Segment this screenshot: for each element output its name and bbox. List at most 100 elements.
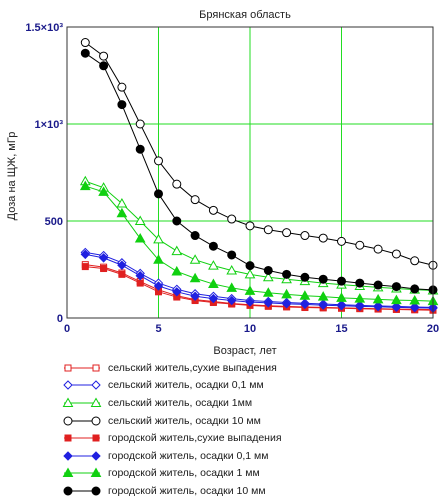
data-point (98, 186, 109, 196)
x-tick-label: 20 (427, 323, 439, 335)
data-point (410, 284, 420, 294)
data-point (135, 271, 145, 281)
data-point (318, 233, 328, 243)
legend-marker (90, 467, 102, 478)
y-tick-label: 500 (45, 216, 63, 228)
data-point (262, 271, 274, 282)
y-tick-label: 1.5×10³ (25, 22, 63, 34)
data-point (409, 295, 421, 305)
legend-marker (90, 397, 102, 407)
data-point (99, 51, 109, 61)
data-point (263, 225, 273, 235)
legend-label: городской житель, осадки 10 мм (108, 484, 266, 497)
legend-symbol (62, 397, 102, 407)
data-point (300, 299, 310, 310)
data-point (190, 195, 200, 205)
data-point (318, 300, 328, 310)
legend-item: городской житель, осадки 0,1 мм (60, 447, 440, 465)
y-axis-label: Доза на ЩЖ, мГр (6, 132, 18, 221)
data-point (81, 263, 89, 271)
data-point (118, 270, 126, 278)
data-point (317, 291, 329, 301)
chart: Брянская область 0 5 10 15 20 0 500 1×10³ 1.5×10… (6, 9, 439, 357)
data-point (355, 301, 365, 312)
legend-symbol (63, 451, 101, 461)
legend-marker (91, 486, 101, 496)
data-point (117, 100, 127, 110)
data-point (208, 278, 219, 289)
legend-marker (92, 434, 100, 442)
data-point (282, 228, 292, 238)
data-point (227, 250, 237, 260)
data-point (300, 231, 310, 241)
x-tick-label: 0 (64, 323, 70, 335)
data-point (355, 278, 365, 288)
legend-marker (91, 451, 101, 461)
data-point (226, 295, 237, 306)
series-group (79, 38, 439, 314)
legend-label: городской житель, осадки 0,1 мм (108, 449, 269, 462)
data-point (99, 61, 109, 71)
data-point (135, 119, 145, 129)
data-point (226, 282, 238, 292)
data-point (226, 264, 238, 275)
legend-symbol (62, 467, 102, 478)
legend-item: городской житель, осадки 1 мм (60, 465, 440, 483)
data-point (153, 281, 164, 291)
legend-item: сельский житель, осадки 0,1 мм (60, 377, 440, 395)
chart-title: Брянская область (199, 9, 291, 21)
data-point (227, 214, 237, 224)
legend-marker (64, 434, 72, 442)
legend-label: сельский житель, осадки 0,1 мм (108, 379, 264, 392)
legend-label: сельский житель,сухие выпадения (108, 361, 277, 374)
legend: сельский житель,сухие выпадения сельский … (60, 359, 440, 500)
data-point (172, 216, 182, 226)
data-point (409, 303, 420, 313)
x-axis-label: Возраст, лет (213, 345, 276, 357)
legend-marker (63, 486, 73, 496)
data-point (79, 180, 91, 191)
tick-labels: 0 5 10 15 20 0 500 1×10³ 1.5×10³ (25, 22, 439, 335)
data-point (245, 221, 255, 231)
data-point (80, 249, 91, 260)
data-point (98, 253, 109, 263)
data-point (136, 279, 144, 287)
legend-label: городской житель,сухие выпадения (108, 432, 282, 445)
data-point (208, 205, 218, 215)
data-point (245, 297, 255, 307)
data-point (117, 260, 127, 270)
data-point (171, 245, 183, 256)
data-point (336, 301, 347, 311)
data-point (135, 144, 145, 154)
x-tick-label: 5 (155, 323, 161, 335)
series-7 (79, 180, 439, 306)
legend-symbol (63, 486, 101, 496)
data-point (299, 290, 311, 300)
data-point (391, 302, 402, 313)
data-point (391, 249, 401, 259)
data-point (190, 291, 200, 301)
y-tick-label: 0 (57, 313, 63, 325)
data-point (134, 215, 146, 225)
series-6 (80, 249, 438, 313)
data-point (134, 232, 146, 243)
legend-marker (63, 451, 73, 461)
data-point (282, 269, 292, 279)
data-point (391, 282, 401, 292)
data-point (354, 293, 366, 303)
legend-label: сельский житель, осадки 10 мм (108, 414, 261, 427)
legend-symbol (63, 380, 101, 391)
data-point (245, 261, 255, 271)
data-point (281, 299, 292, 309)
legend-marker (63, 416, 73, 426)
legend-marker (92, 364, 100, 372)
data-point (318, 274, 328, 284)
legend-marker (63, 380, 73, 391)
data-point (355, 240, 365, 250)
legend-item: городской житель, осадки 10 мм (60, 482, 440, 500)
data-point (373, 244, 383, 254)
data-point (263, 265, 273, 275)
data-point (154, 189, 163, 199)
y-tick-label: 1×10³ (35, 119, 64, 131)
data-point (80, 48, 90, 58)
